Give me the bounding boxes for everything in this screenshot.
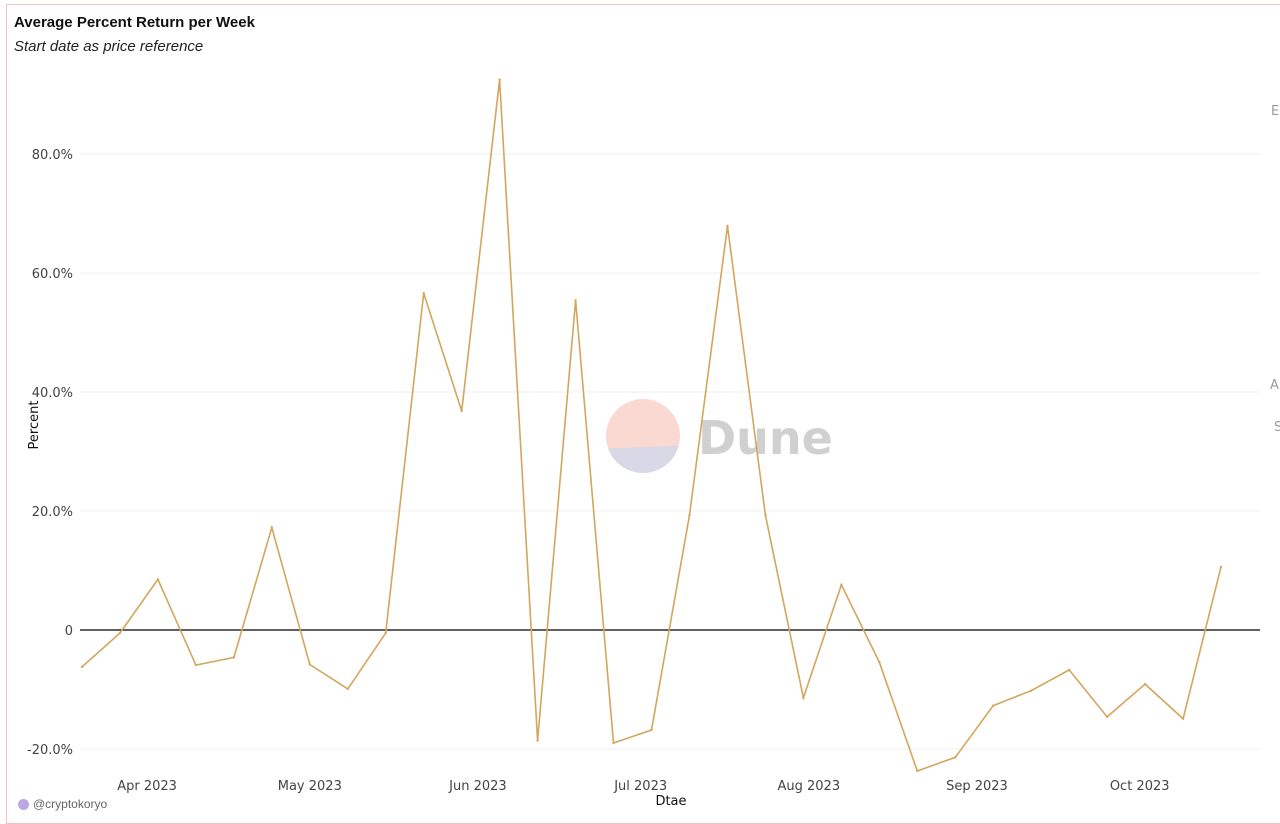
credit-text: @cryptokoryo xyxy=(33,797,108,811)
x-tick-label: May 2023 xyxy=(278,779,342,794)
y-tick-label: 0 xyxy=(65,624,73,639)
x-tick-label: Jul 2023 xyxy=(613,779,667,794)
data-point xyxy=(954,756,957,759)
data-point xyxy=(536,739,539,742)
y-tick-label: 20.0% xyxy=(32,505,73,520)
data-point xyxy=(1143,682,1147,686)
x-tick-label: Aug 2023 xyxy=(778,779,841,794)
data-point xyxy=(802,696,805,700)
data-point xyxy=(764,513,767,517)
data-point xyxy=(840,583,843,586)
dune-watermark: Dune xyxy=(606,399,833,474)
data-point xyxy=(726,224,729,228)
chart-subtitle: Start date as price reference xyxy=(14,38,204,55)
data-point xyxy=(1181,717,1185,720)
data-point xyxy=(498,78,501,81)
y-tick-label: 60.0% xyxy=(32,267,73,282)
data-point xyxy=(878,660,881,664)
data-point xyxy=(460,409,463,413)
x-tick-label: Oct 2023 xyxy=(1110,779,1170,794)
line-chart: Dune -20.0% 0 20.0% 40.0% 60.0% 80.0% Apr 202… xyxy=(27,78,1280,805)
x-tick-label: Apr 2023 xyxy=(117,779,177,794)
data-point xyxy=(80,665,84,669)
data-points xyxy=(80,78,1223,773)
x-tick-label: Jun 2023 xyxy=(448,779,507,794)
data-point xyxy=(346,687,349,691)
data-point xyxy=(308,663,312,666)
data-point xyxy=(1219,565,1223,569)
dune-logo-bottom xyxy=(608,445,679,474)
data-point xyxy=(688,513,691,517)
data-point xyxy=(1067,668,1071,672)
y-tick-label: 40.0% xyxy=(32,386,73,401)
side-legend-letter-a: A xyxy=(1270,378,1279,393)
y-tick-label: -20.0% xyxy=(27,743,73,758)
dune-logo-icon xyxy=(606,399,680,474)
data-point xyxy=(118,631,122,635)
data-point xyxy=(992,704,995,707)
watermark-text: Dune xyxy=(698,411,833,465)
data-point xyxy=(1105,715,1109,719)
y-tick-labels: -20.0% 0 20.0% 40.0% 60.0% 80.0% xyxy=(27,148,73,758)
y-axis-title: Percent xyxy=(27,401,42,450)
side-legend-letter-e: E xyxy=(1271,104,1279,119)
data-point xyxy=(156,578,160,581)
y-tick-label: 80.0% xyxy=(32,148,73,163)
author-credit[interactable]: @cryptokoryo xyxy=(18,797,107,811)
data-point xyxy=(574,299,577,302)
data-point xyxy=(1029,689,1033,692)
x-tick-labels: Apr 2023 May 2023 Jun 2023 Jul 2023 Aug 2023… xyxy=(117,779,1169,794)
chart-title: Average Percent Return per Week xyxy=(14,14,255,31)
data-point xyxy=(650,728,653,732)
data-point xyxy=(916,769,919,773)
gridlines xyxy=(80,153,1260,750)
data-point xyxy=(612,741,615,745)
data-point xyxy=(422,292,425,295)
side-legend-letter-s: S xyxy=(1274,420,1280,435)
x-tick-label: Sep 2023 xyxy=(946,779,1008,794)
data-point xyxy=(194,663,198,667)
data-point xyxy=(232,656,236,659)
x-axis-title: Dtae xyxy=(655,794,686,805)
data-point xyxy=(384,631,387,635)
data-point xyxy=(270,526,274,529)
